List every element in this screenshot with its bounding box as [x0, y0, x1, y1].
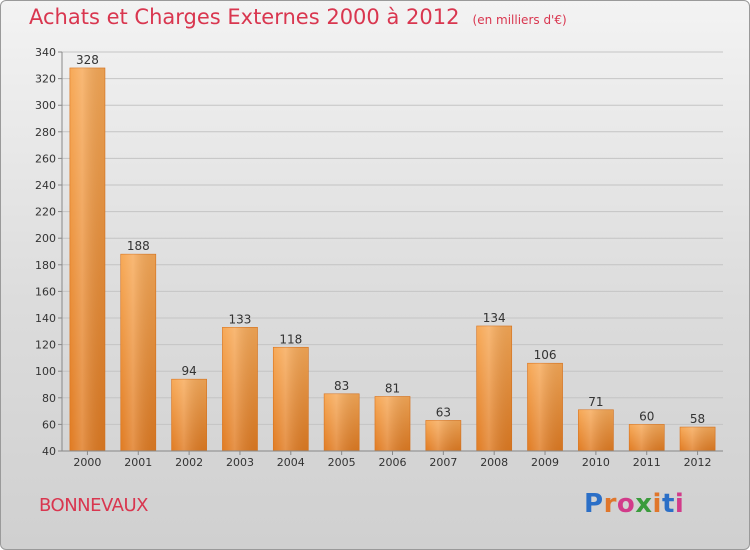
bar-shine — [374, 396, 411, 451]
bar-value-label: 71 — [588, 395, 603, 409]
bar-value-label: 118 — [279, 332, 302, 346]
bar-shine — [680, 427, 716, 451]
x-tick-label: 2006 — [379, 456, 407, 469]
x-tick-label: 2003 — [226, 456, 254, 469]
chart-title-unit: (en milliers d'€) — [472, 13, 567, 27]
x-tick-label: 2001 — [124, 456, 152, 469]
logo-letter: o — [616, 489, 636, 519]
bar-shine — [527, 363, 563, 451]
bar-value-label: 58 — [690, 412, 705, 426]
y-tick-label: 240 — [35, 179, 56, 192]
y-tick-label: 120 — [35, 339, 56, 352]
bar-value-label: 60 — [639, 409, 654, 423]
y-tick-label: 180 — [35, 259, 56, 272]
bar-value-label: 81 — [385, 381, 400, 395]
x-tick-label: 2009 — [531, 456, 559, 469]
bar-shine — [476, 325, 512, 451]
x-tick-label: 2012 — [684, 456, 712, 469]
bar-shine — [578, 409, 614, 451]
x-tick-label: 2007 — [429, 456, 457, 469]
proxiti-logo: Proxiti — [584, 489, 684, 519]
bar-shine — [69, 67, 105, 452]
y-tick-label: 60 — [42, 418, 56, 431]
logo-letter: i — [674, 489, 685, 519]
y-tick-label: 140 — [35, 312, 56, 325]
y-tick-label: 320 — [35, 73, 56, 86]
x-tick-label: 2004 — [277, 456, 305, 469]
y-tick-label: 280 — [35, 126, 56, 139]
bar-shine — [273, 347, 309, 451]
bar-value-label: 328 — [76, 53, 99, 67]
bar-shine — [222, 327, 258, 451]
chart-title-main: Achats et Charges Externes 2000 à 2012 — [29, 5, 460, 29]
y-tick-label: 40 — [42, 445, 56, 458]
bar-chart: 328 188 94 133 118 83 81 63 134 106 71 60 58 40 60 80 1… — [35, 46, 723, 469]
chart-title: Achats et Charges Externes 2000 à 2012 (… — [29, 5, 567, 29]
y-tick-label: 80 — [42, 392, 56, 405]
logo-letter: r — [603, 489, 617, 519]
bar-value-label: 188 — [127, 239, 150, 253]
bar-value-label: 106 — [534, 348, 557, 362]
y-tick-label: 200 — [35, 232, 56, 245]
bar-shine — [171, 379, 207, 451]
bar-value-label: 83 — [334, 379, 349, 393]
x-tick-label: 2002 — [175, 456, 203, 469]
logo-letter: i — [652, 489, 662, 519]
y-tick-label: 220 — [35, 206, 56, 219]
x-tick-label: 2010 — [582, 456, 610, 469]
bar-shine — [425, 420, 461, 451]
x-tick-label: 2011 — [633, 456, 661, 469]
bar-shine — [629, 424, 665, 451]
y-tick-label: 300 — [35, 99, 56, 112]
y-tick-label: 340 — [35, 46, 56, 59]
y-tick-label: 100 — [35, 365, 56, 378]
y-tick-label: 160 — [35, 285, 56, 298]
bar-value-label: 63 — [436, 405, 451, 419]
commune-name: BONNEVAUX — [39, 495, 148, 516]
x-tick-label: 2008 — [480, 456, 508, 469]
logo-letter: x — [635, 489, 653, 519]
y-tick-label: 260 — [35, 152, 56, 165]
bar-value-label: 134 — [483, 311, 506, 325]
logo-letter: t — [661, 489, 675, 519]
bar-shine — [324, 393, 360, 451]
bar-shine — [120, 254, 156, 451]
bar-value-label: 94 — [181, 364, 196, 378]
x-tick-label: 2005 — [328, 456, 356, 469]
logo-letter: P — [584, 489, 604, 519]
x-tick-label: 2000 — [73, 456, 101, 469]
bar-value-label: 133 — [229, 312, 252, 326]
